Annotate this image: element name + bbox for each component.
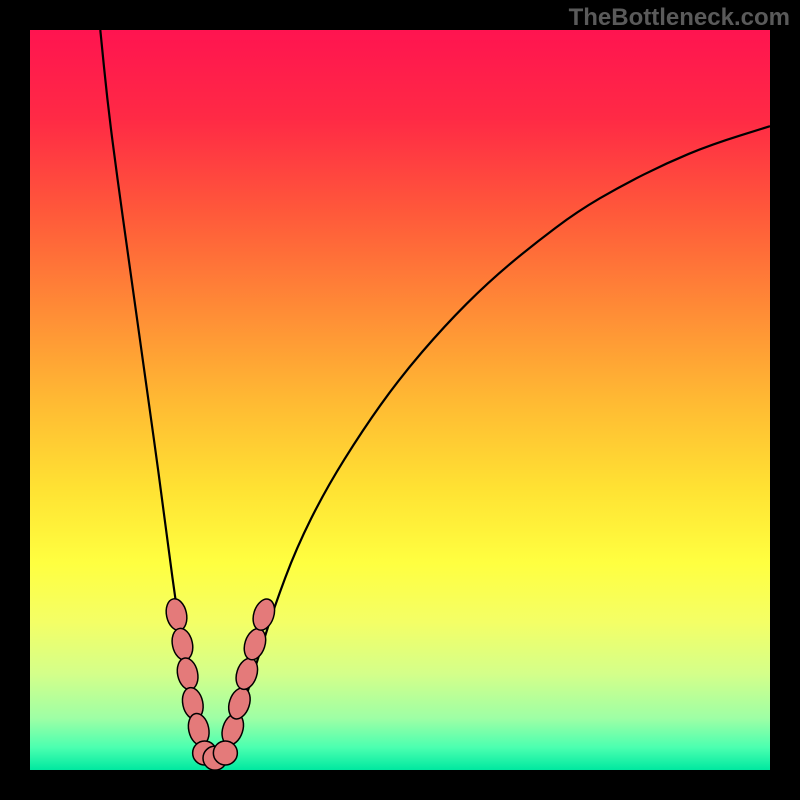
marker-point	[213, 741, 237, 765]
plot-background	[30, 30, 770, 770]
bottleneck-curve-chart	[0, 0, 800, 800]
watermark-text: TheBottleneck.com	[569, 4, 790, 32]
chart-container: TheBottleneck.com	[0, 0, 800, 800]
